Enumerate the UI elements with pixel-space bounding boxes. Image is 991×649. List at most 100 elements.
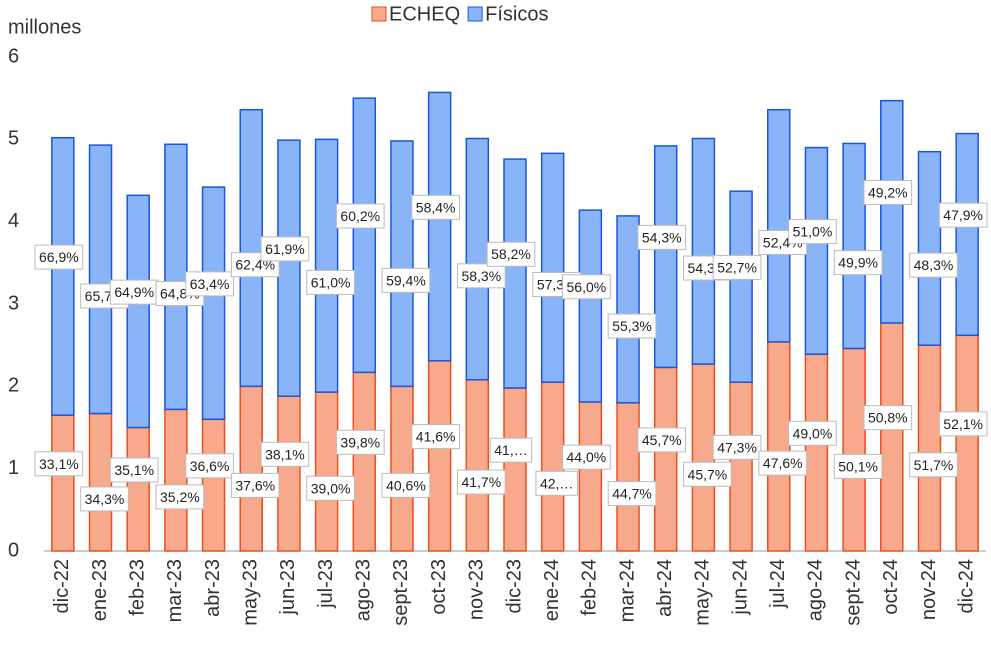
x-tick-label: mar-24	[616, 559, 638, 622]
data-label-box	[185, 271, 234, 297]
data-label-text: 61,9%	[265, 241, 305, 257]
data-label: 41,7%	[456, 469, 506, 495]
x-tick-label: jul-24	[767, 559, 789, 609]
bar-segment	[653, 145, 678, 369]
bar-segment	[917, 150, 942, 346]
bar-segment	[955, 132, 979, 337]
data-label-text: 41,7%	[461, 474, 501, 490]
data-label: 37,6%	[230, 472, 280, 498]
data-label-box	[562, 274, 611, 300]
y-tick-label: 5	[8, 128, 19, 150]
legend-label: ECHEQ	[389, 3, 460, 25]
x-tick-label: oct-23	[428, 559, 450, 615]
data-label: 39,8%	[335, 429, 385, 455]
x-tick-label: ene-23	[89, 559, 111, 621]
bar-segment	[616, 402, 640, 552]
bar-segment	[540, 381, 565, 552]
data-label-text: 51,0%	[793, 224, 833, 240]
bar-segment	[503, 158, 527, 389]
data-label-text: 60,2%	[340, 208, 380, 224]
data-label-box	[863, 405, 913, 431]
data-label-box	[486, 241, 536, 267]
data-label: 59,4%	[381, 267, 431, 293]
y-tick-label: 3	[8, 292, 19, 314]
data-label-text: 49,9%	[838, 255, 878, 271]
bar-segment	[88, 144, 113, 415]
data-label-text: 50,1%	[838, 458, 878, 474]
data-label: 58,4%	[411, 194, 460, 220]
x-tick-label: dic-24	[955, 559, 977, 613]
x-tick-label: jun-23	[277, 559, 299, 616]
data-label-box	[411, 424, 460, 450]
data-label-box	[683, 461, 732, 487]
data-label-box	[109, 457, 159, 483]
bar-segment	[390, 385, 414, 552]
bar-segment	[427, 360, 452, 552]
x-tick-label: sept-24	[842, 559, 864, 626]
bar-segment	[277, 139, 301, 397]
data-label: 56,0%	[562, 274, 611, 300]
data-label-box	[260, 441, 310, 467]
data-label-box	[335, 203, 385, 229]
bar-segment	[352, 371, 377, 552]
data-label-text: 42,…	[540, 475, 573, 491]
bar-segment	[691, 137, 716, 365]
data-label: 35,1%	[109, 457, 159, 483]
data-label: 61,9%	[260, 236, 310, 262]
data-label: 52,1%	[938, 411, 988, 437]
data-label: 41,6%	[411, 424, 460, 450]
data-label-box	[155, 484, 205, 510]
bar-segment	[201, 186, 226, 421]
data-label-text: 52,1%	[943, 416, 983, 432]
data-label-box	[109, 279, 159, 305]
data-label-text: 39,8%	[340, 434, 380, 450]
bar-segment	[465, 378, 490, 552]
bar-segment	[51, 414, 75, 552]
data-label-text: 51,7%	[914, 457, 954, 473]
data-label-box	[909, 452, 958, 478]
data-label-box	[306, 269, 355, 295]
bar-segment	[842, 142, 866, 350]
data-label-box	[938, 202, 988, 228]
data-label-text: 44,0%	[567, 449, 607, 465]
bar-segment	[729, 381, 753, 552]
data-label-box	[712, 434, 762, 460]
data-label-box	[80, 486, 129, 512]
data-label-box	[788, 219, 837, 245]
data-label-box	[637, 427, 687, 453]
data-label-box	[34, 451, 84, 477]
bar-segment	[767, 341, 791, 552]
bar-segment	[767, 108, 791, 343]
x-tick-label: nov-24	[918, 559, 940, 620]
data-label-box	[938, 411, 988, 437]
data-label-box	[230, 472, 280, 498]
data-label-box	[34, 244, 84, 270]
y-tick-label: 0	[8, 539, 19, 561]
bar-segment	[880, 322, 904, 552]
y-tick-label: 6	[8, 45, 19, 67]
data-label-text: 64,9%	[114, 284, 154, 300]
x-tick-label: may-24	[692, 559, 714, 626]
data-label: 38,1%	[260, 441, 310, 467]
data-label-text: 40,6%	[386, 477, 426, 493]
bar-segment	[314, 391, 339, 552]
bar-segment	[503, 387, 527, 552]
data-label-text: 35,1%	[114, 462, 154, 478]
data-label-box	[185, 453, 234, 479]
data-label: 34,3%	[80, 486, 129, 512]
data-label: 39,0%	[306, 475, 355, 501]
data-label-box	[306, 475, 355, 501]
bar-segment	[917, 344, 942, 552]
data-label-text: 49,0%	[793, 425, 833, 441]
data-label: 52,7%	[712, 254, 762, 280]
bar-segment	[314, 138, 339, 393]
bar-segment	[465, 137, 490, 381]
bar-segment	[126, 194, 150, 429]
data-label-text: 44,7%	[612, 486, 652, 502]
bar-segment	[277, 395, 301, 552]
data-label: 61,0%	[306, 269, 355, 295]
data-label-text: 33,1%	[39, 456, 79, 472]
bar-segment	[51, 136, 75, 416]
bar-segment	[804, 146, 829, 355]
